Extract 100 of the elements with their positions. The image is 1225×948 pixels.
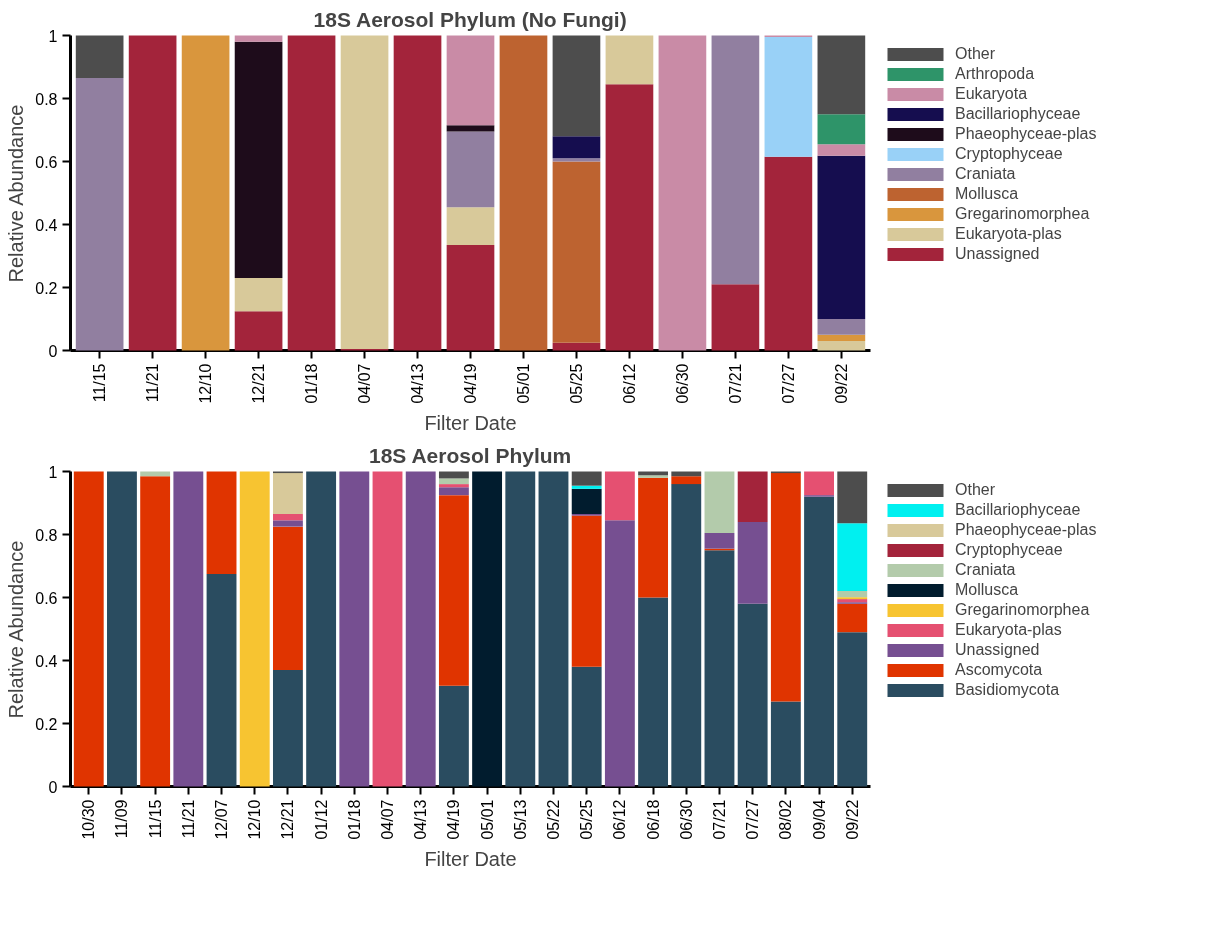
bar xyxy=(206,471,237,574)
bar xyxy=(234,278,283,312)
x-tick-label: 11/09 xyxy=(113,799,131,839)
y-tick-label: 0.6 xyxy=(35,589,58,607)
legend-label: Craniata xyxy=(955,561,1016,579)
x-tick-label: 01/12 xyxy=(312,799,330,840)
legend-label: Gregarinomorphea xyxy=(955,601,1090,619)
bar xyxy=(571,471,602,486)
x-tick-label: 05/13 xyxy=(511,799,529,840)
bar xyxy=(306,471,337,787)
legend-label: Gregarinomorphea xyxy=(955,205,1090,223)
bar xyxy=(817,35,866,115)
bar xyxy=(446,35,495,126)
bar xyxy=(638,475,669,478)
legend-label: Basidiomycota xyxy=(955,681,1060,699)
x-axis-title: Filter Date xyxy=(424,411,517,434)
x-tick-label: 04/13 xyxy=(412,799,430,840)
bar xyxy=(711,35,760,285)
x-tick-label: 05/25 xyxy=(567,363,585,404)
bar xyxy=(287,35,336,351)
bar xyxy=(438,478,469,485)
bar xyxy=(446,125,495,132)
legend-label: Unassigned xyxy=(955,641,1040,659)
bar xyxy=(234,41,283,279)
x-tick-label: 07/21 xyxy=(710,799,728,840)
x-tick-label: 06/12 xyxy=(620,363,638,404)
x-tick-label: 06/30 xyxy=(673,363,691,404)
x-tick-label: 09/22 xyxy=(843,799,861,840)
bar xyxy=(234,311,283,351)
y-tick-label: 0.6 xyxy=(35,153,58,171)
bar xyxy=(638,477,669,598)
bar xyxy=(438,685,469,787)
bar xyxy=(272,514,303,521)
bar xyxy=(438,487,469,496)
bar xyxy=(817,144,866,156)
x-tick-label: 01/18 xyxy=(345,799,363,840)
x-tick-label: 05/25 xyxy=(578,799,596,840)
bar xyxy=(737,471,768,522)
chart-title: 18S Aerosol Phylum xyxy=(368,443,572,467)
bar xyxy=(604,471,635,521)
bar xyxy=(340,35,389,349)
legend-label: Unassigned xyxy=(955,245,1040,263)
bar xyxy=(604,520,635,787)
bar xyxy=(837,603,868,633)
bar xyxy=(73,471,104,787)
bar xyxy=(234,35,283,42)
x-tick-label: 01/18 xyxy=(303,363,321,404)
bar xyxy=(339,471,370,787)
bar xyxy=(75,35,124,79)
x-tick-label: 09/22 xyxy=(832,363,850,404)
bar xyxy=(638,597,669,787)
legend-label: Cryptophyceae xyxy=(955,145,1063,163)
bar xyxy=(704,471,735,533)
bar xyxy=(75,78,124,351)
x-tick-label: 06/18 xyxy=(644,799,662,840)
bar xyxy=(128,35,177,351)
legend-label: Arthropoda xyxy=(955,65,1035,83)
bar xyxy=(837,471,868,524)
y-tick-label: 1 xyxy=(48,463,58,481)
x-tick-label: 12/10 xyxy=(246,799,264,840)
legend-label: Ascomycota xyxy=(955,661,1043,679)
bar xyxy=(764,156,813,351)
y-tick-label: 0.8 xyxy=(35,526,58,544)
x-tick-label: 11/15 xyxy=(91,363,109,403)
bar xyxy=(552,161,601,343)
bar xyxy=(472,471,503,787)
bar xyxy=(552,35,601,137)
x-tick-label: 07/27 xyxy=(744,799,762,840)
legend-label: Cryptophyceae xyxy=(955,541,1063,559)
bar xyxy=(605,35,654,85)
bar xyxy=(571,666,602,787)
bar xyxy=(438,495,469,686)
bar xyxy=(817,334,866,342)
bar xyxy=(737,603,768,787)
bar xyxy=(393,35,442,351)
bar xyxy=(272,526,303,670)
bar xyxy=(817,341,866,351)
y-tick-label: 1 xyxy=(48,27,58,45)
bar xyxy=(405,471,436,787)
x-tick-label: 04/19 xyxy=(462,363,479,404)
y-tick-label: 0 xyxy=(48,342,58,360)
legend-label: Bacillariophyceae xyxy=(955,105,1081,123)
x-tick-label: 11/21 xyxy=(179,799,197,839)
bar xyxy=(571,515,602,667)
bar xyxy=(206,573,237,787)
x-tick-label: 09/04 xyxy=(810,799,828,840)
x-tick-label: 05/01 xyxy=(514,363,532,404)
x-tick-label: 04/13 xyxy=(409,363,427,404)
x-tick-label: 04/07 xyxy=(379,799,397,840)
bar xyxy=(804,471,834,496)
bar xyxy=(571,485,602,489)
legend-label: Phaeophyceae-plas xyxy=(955,125,1097,143)
x-tick-label: 12/10 xyxy=(197,363,215,404)
bar xyxy=(538,471,569,787)
legend-label: Other xyxy=(955,481,996,499)
bar xyxy=(173,471,204,787)
bar xyxy=(837,590,868,598)
bar xyxy=(605,84,654,351)
x-tick-label: 10/30 xyxy=(80,799,98,840)
bar xyxy=(372,471,403,787)
